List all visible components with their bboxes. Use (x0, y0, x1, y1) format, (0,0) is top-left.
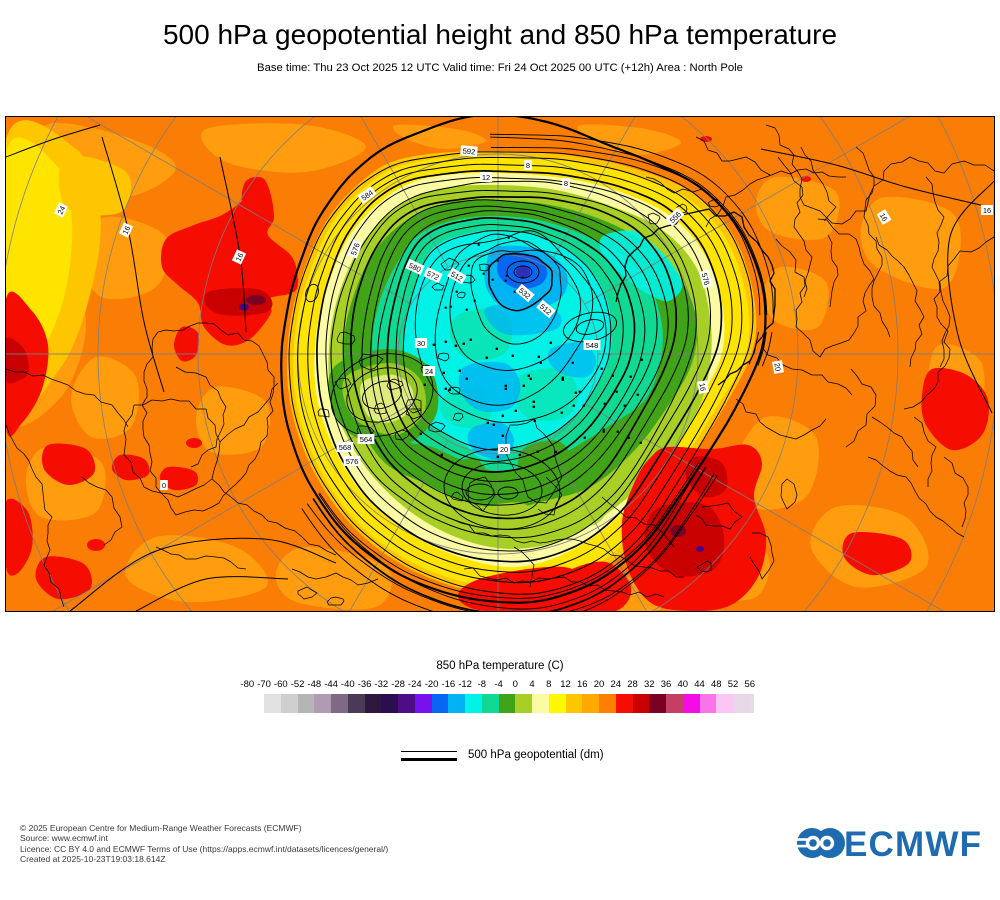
svg-text:16: 16 (697, 382, 707, 392)
svg-text:24: 24 (56, 205, 68, 216)
svg-text:20: 20 (772, 362, 782, 372)
svg-text:8: 8 (526, 161, 530, 170)
svg-text:16: 16 (234, 252, 246, 263)
svg-text:548: 548 (586, 341, 599, 350)
svg-text:564: 564 (360, 435, 373, 444)
svg-text:20: 20 (500, 445, 508, 454)
svg-text:0: 0 (162, 481, 166, 490)
svg-text:16: 16 (983, 206, 991, 215)
svg-text:576: 576 (349, 242, 362, 257)
svg-text:ECMWF: ECMWF (844, 827, 982, 864)
svg-text:30: 30 (417, 339, 425, 348)
svg-text:16: 16 (121, 225, 133, 236)
svg-text:12: 12 (482, 173, 490, 182)
svg-text:24: 24 (425, 367, 433, 376)
svg-text:568: 568 (339, 443, 352, 452)
svg-text:8: 8 (564, 179, 568, 188)
svg-text:16: 16 (878, 211, 890, 223)
svg-text:592: 592 (462, 146, 475, 156)
svg-text:576: 576 (700, 272, 712, 286)
svg-text:576: 576 (346, 457, 359, 466)
